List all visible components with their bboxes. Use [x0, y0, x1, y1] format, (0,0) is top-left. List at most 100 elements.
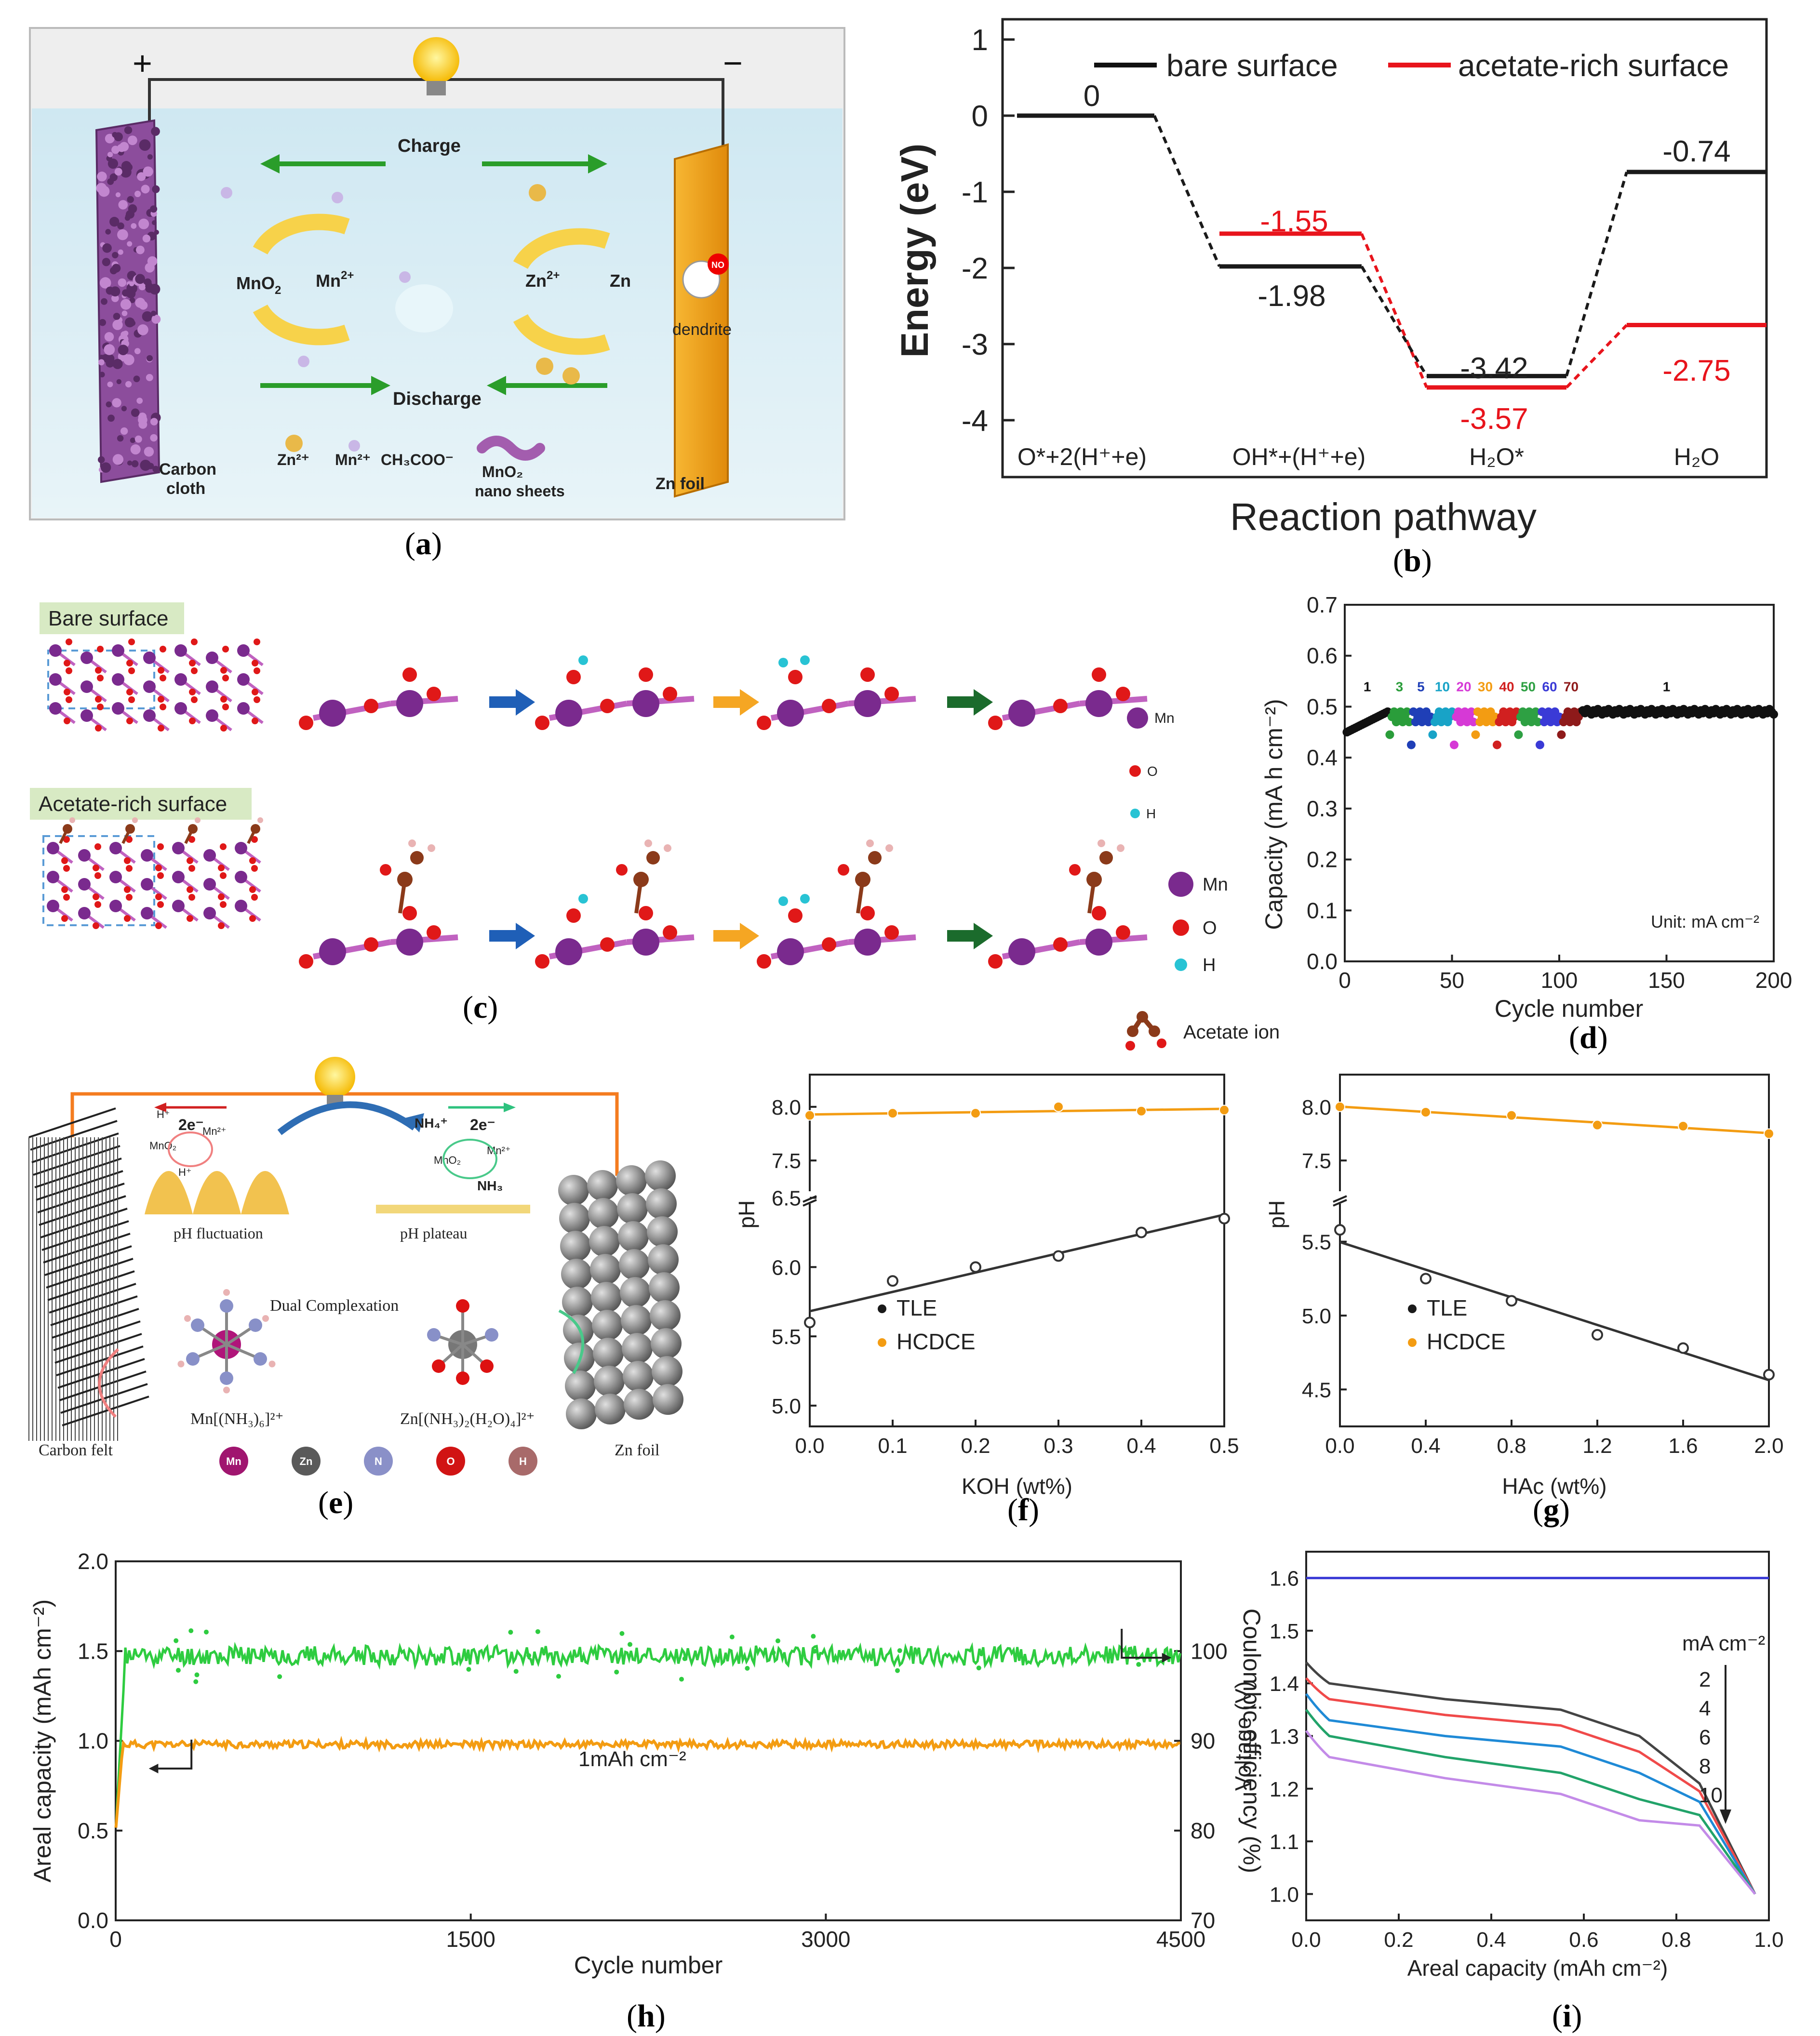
c-o-atom — [188, 865, 195, 872]
c-c-atom — [646, 851, 660, 865]
c-o-atom — [93, 893, 99, 900]
c-o-atom — [128, 667, 135, 674]
ph-plateau-label: pH plateau — [400, 1224, 468, 1242]
arrow-blue-row1 — [489, 696, 518, 708]
h-ce-series — [115, 1642, 1181, 1827]
g-plot-point — [1506, 1110, 1517, 1121]
panel-h-long-cycling: 0.0 0.5 1.0 1.5 2.0 70 80 90 100 0 1500 3000 4500 Cyc… — [29, 1549, 1265, 2034]
o-atom — [456, 1299, 469, 1313]
c-c-atom — [868, 851, 882, 865]
d-point — [1428, 730, 1437, 739]
h-xtick-label: 4500 — [1156, 1927, 1205, 1952]
c-mn-atom — [109, 900, 122, 912]
h-ce-outlier — [811, 1634, 816, 1639]
cloth-fiber — [107, 414, 115, 422]
cloth-fiber — [105, 133, 115, 144]
d-rate-label: 20 — [1456, 679, 1471, 694]
atom-legend-label: H — [519, 1455, 527, 1467]
cloth-fiber — [151, 315, 161, 324]
g-plot-fit-line — [1339, 1105, 1769, 1134]
cloth-fiber — [118, 278, 127, 287]
h-ce-outlier — [976, 1665, 981, 1671]
felt-line — [28, 1107, 116, 1138]
b-connector-acetate — [1565, 324, 1628, 389]
c-o-atom — [788, 670, 803, 684]
c-o-atom — [126, 718, 133, 724]
arrowhead-orange-row2 — [740, 923, 759, 949]
c-h-atom — [866, 839, 874, 847]
c-c-atom — [188, 824, 198, 834]
c-o-atom — [61, 886, 68, 893]
cloth-fiber — [124, 126, 133, 134]
ph-fluctuation-label: pH fluctuation — [174, 1224, 263, 1242]
f-plot-xtick-label: 0.2 — [961, 1434, 990, 1458]
e-nh4: NH₄⁺ — [415, 1116, 448, 1131]
c-mn-atom — [49, 644, 62, 657]
g-plot-break-mark — [1333, 1195, 1347, 1203]
c-o-atom — [251, 836, 258, 843]
c-c-atom — [251, 824, 260, 834]
carbon-felt-icon — [28, 1107, 149, 1441]
c-mn-atom — [235, 900, 247, 912]
cloth-fiber — [124, 317, 135, 328]
c-o-atom — [249, 857, 256, 864]
i-ytick-label: 1.2 — [1270, 1778, 1299, 1801]
h-ce-outlier — [175, 1668, 181, 1673]
cloth-fiber — [134, 348, 141, 354]
d-rate-label: 70 — [1564, 679, 1579, 694]
f-plot-point — [1219, 1104, 1230, 1116]
n-atom — [186, 1352, 200, 1366]
cloth-fiber — [146, 374, 153, 382]
cloth-fiber — [127, 460, 133, 466]
arrow-orange-row2 — [713, 930, 742, 942]
f-plot-frame — [809, 1074, 1225, 1427]
c-o-atom — [155, 922, 162, 929]
cloth-fiber — [129, 297, 135, 303]
b-value-label-red: -2.75 — [1662, 354, 1730, 387]
arrowhead-blue-row1 — [516, 689, 535, 716]
c-o-atom — [251, 894, 258, 901]
c-mn-atom — [78, 878, 91, 891]
c-o-atom — [63, 865, 70, 872]
zn-sphere — [589, 1226, 620, 1257]
zn-sphere — [588, 1198, 619, 1229]
f-plot-point — [1136, 1226, 1147, 1238]
c-o-atom — [218, 922, 225, 929]
b-connector-bare — [1360, 266, 1428, 377]
legend-mn-ball-2 — [1168, 872, 1193, 897]
c-o-atom — [128, 639, 135, 645]
f-plot-point — [1053, 1101, 1064, 1112]
d-point — [1492, 740, 1501, 749]
h-ce-outlier — [745, 1666, 750, 1671]
b-step-label: H₂O* — [1469, 443, 1524, 470]
cloth-fiber — [121, 310, 128, 317]
cloth-fiber — [104, 344, 115, 355]
c-o-atom — [1053, 937, 1068, 952]
g-plot-xtick-label: 0.0 — [1325, 1434, 1354, 1458]
c-o-atom — [222, 675, 229, 681]
cloth-fiber — [106, 401, 112, 408]
cloth-fiber — [137, 172, 146, 181]
c-mn-atom — [143, 709, 156, 722]
i-ytick-label: 1.3 — [1270, 1725, 1299, 1749]
c-o-atom — [1092, 906, 1106, 920]
zn-sphere — [652, 1356, 682, 1387]
i-ytick-label: 1.1 — [1270, 1830, 1299, 1854]
c-mn-atom — [206, 652, 218, 664]
cloth-fiber — [105, 229, 111, 235]
b-ytick-label: -1 — [962, 176, 988, 209]
f-plot-point — [887, 1275, 898, 1287]
i-rate-label: 8 — [1699, 1755, 1711, 1778]
bare-surface-box — [40, 602, 184, 634]
c-mn-atom — [174, 673, 187, 686]
cloth-fiber — [102, 258, 111, 266]
c-o-atom — [639, 667, 653, 682]
b-connector-acetate — [1360, 233, 1428, 388]
c-o-atom — [61, 915, 68, 922]
c-o-atom — [155, 893, 162, 900]
mn-ion-dot — [332, 192, 343, 203]
n-atom — [220, 1299, 233, 1313]
cloth-fiber — [138, 218, 149, 229]
f-plot-point — [804, 1110, 815, 1121]
h-ytick-label: 1.0 — [78, 1729, 108, 1754]
